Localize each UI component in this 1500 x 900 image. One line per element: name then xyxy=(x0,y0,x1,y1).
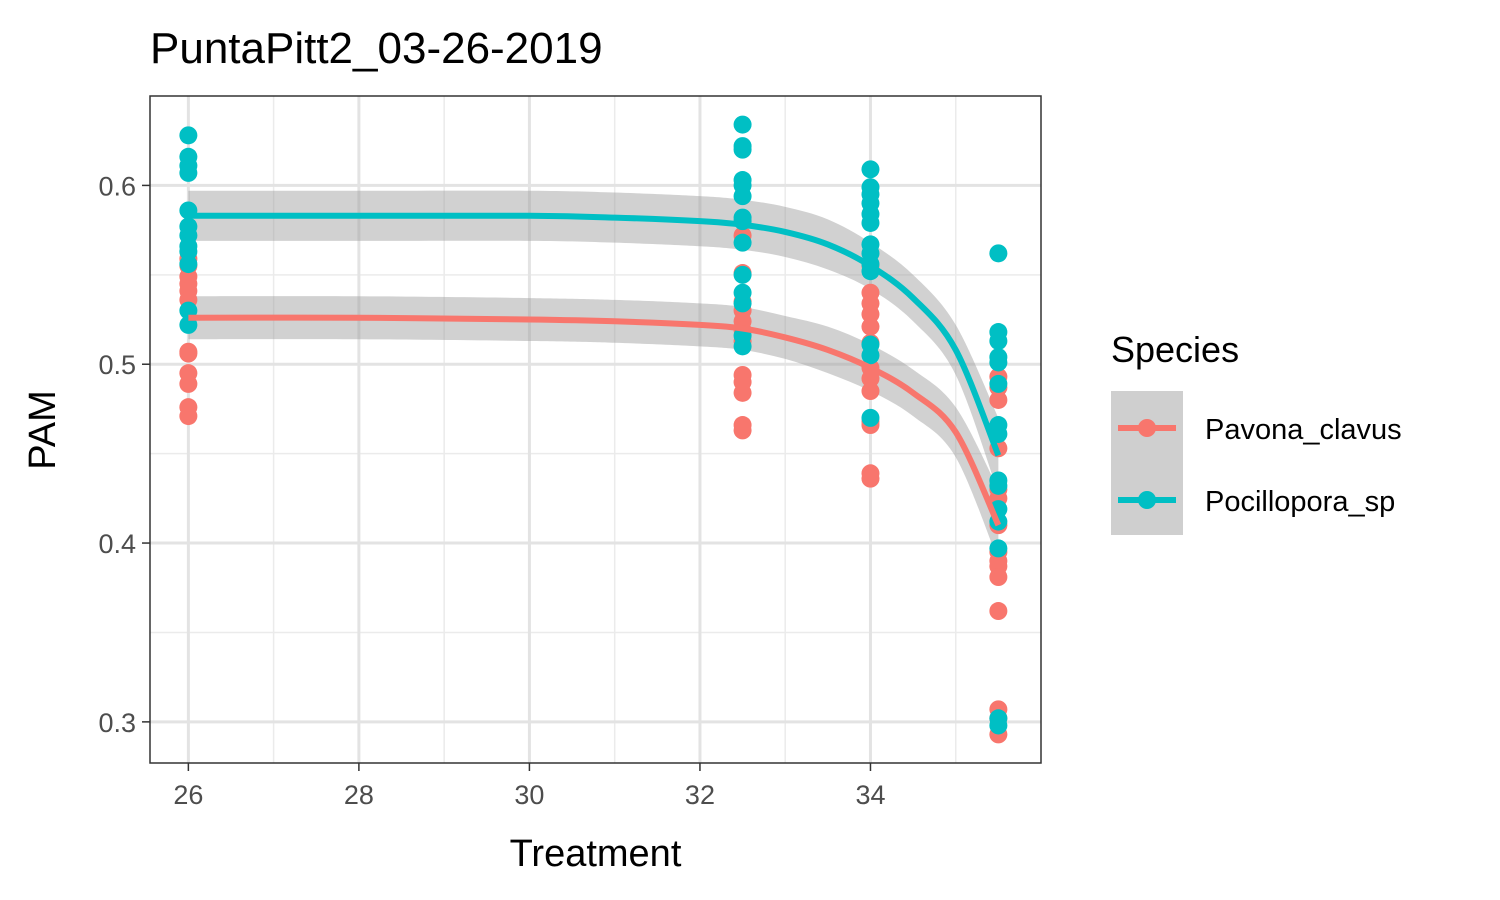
data-point xyxy=(861,469,880,488)
data-point xyxy=(733,187,752,206)
fit-line xyxy=(188,314,1002,527)
y-axis-title: PAM xyxy=(22,390,64,470)
x-tick-label: 34 xyxy=(855,780,885,810)
data-point xyxy=(179,126,198,145)
y-tick-label: 0.3 xyxy=(98,708,136,738)
data-point xyxy=(733,337,752,356)
x-tick-label: 30 xyxy=(514,780,544,810)
data-point xyxy=(179,163,198,182)
grid-minor xyxy=(150,96,1041,763)
x-tick-label: 28 xyxy=(344,780,374,810)
data-point xyxy=(179,407,198,426)
legend: Species Pavona_clavus Pocillopora_sp xyxy=(1111,329,1402,535)
data-point xyxy=(733,265,752,284)
data-point xyxy=(733,140,752,159)
data-point xyxy=(989,716,1008,735)
x-axis: 26 28 30 32 34 xyxy=(173,763,885,810)
y-tick-label: 0.6 xyxy=(98,171,136,201)
data-point xyxy=(179,242,198,261)
data-point xyxy=(989,390,1008,409)
confidence-band xyxy=(188,296,999,561)
data-point xyxy=(989,244,1008,263)
legend-label: Pocillopora_sp xyxy=(1205,486,1395,518)
data-point xyxy=(179,374,198,393)
data-point xyxy=(989,476,1008,495)
data-point xyxy=(861,369,880,388)
data-point xyxy=(989,539,1008,558)
y-tick-label: 0.5 xyxy=(98,350,136,380)
legend-key-point xyxy=(1138,491,1156,509)
data-point xyxy=(733,383,752,402)
data-point xyxy=(733,115,752,134)
plot-panel xyxy=(150,96,1041,763)
legend-key-point xyxy=(1138,419,1156,437)
x-axis-title: Treatment xyxy=(510,833,682,875)
x-tick-label: 32 xyxy=(685,780,715,810)
fit-line xyxy=(188,212,1002,457)
data-point xyxy=(861,382,880,401)
confidence-bands xyxy=(188,190,999,561)
data-point xyxy=(989,374,1008,393)
data-point xyxy=(861,408,880,427)
chart-title: PuntaPitt2_03-26-2019 xyxy=(150,24,603,73)
x-tick-label: 26 xyxy=(173,780,203,810)
y-axis: 0.3 0.4 0.5 0.6 xyxy=(98,171,150,738)
data-point xyxy=(861,305,880,324)
data-point xyxy=(733,233,752,252)
legend-title: Species xyxy=(1111,329,1239,370)
legend-label: Pavona_clavus xyxy=(1205,414,1402,446)
data-point xyxy=(989,331,1008,350)
data-point xyxy=(861,213,880,232)
data-point xyxy=(989,353,1008,372)
data-point xyxy=(989,568,1008,587)
data-point xyxy=(733,421,752,440)
data-point xyxy=(861,160,880,179)
fit-lines xyxy=(188,212,1002,527)
data-point xyxy=(733,294,752,313)
confidence-band xyxy=(188,190,999,493)
data-point xyxy=(179,344,198,363)
legend-key-background xyxy=(1111,391,1183,535)
plot-border xyxy=(149,95,1042,764)
data-point xyxy=(861,317,880,336)
data-point xyxy=(179,255,198,274)
y-tick-label: 0.4 xyxy=(98,529,136,559)
data-point xyxy=(989,602,1008,621)
data-point xyxy=(861,346,880,365)
